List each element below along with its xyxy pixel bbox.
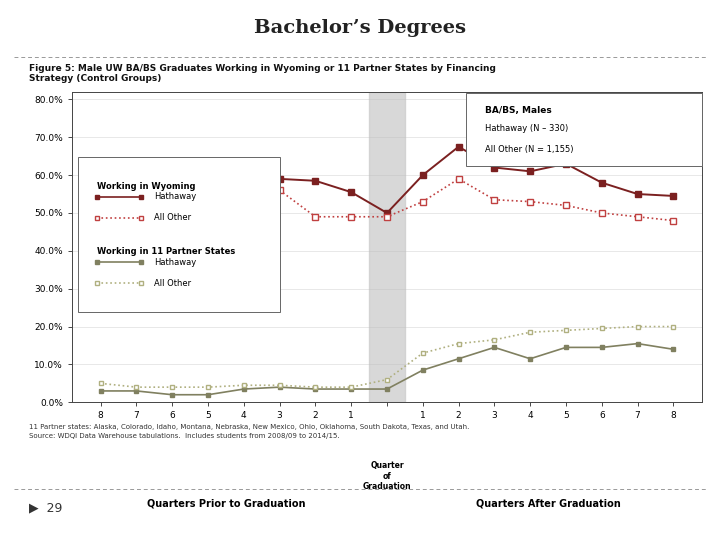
FancyBboxPatch shape xyxy=(466,93,702,166)
Text: All Other (N = 1,155): All Other (N = 1,155) xyxy=(485,145,573,153)
FancyBboxPatch shape xyxy=(78,157,280,312)
Text: Hathaway (N – 330): Hathaway (N – 330) xyxy=(485,124,568,133)
Text: Quarters Prior to Graduation: Quarters Prior to Graduation xyxy=(147,498,305,509)
Text: Working in Wyoming: Working in Wyoming xyxy=(97,182,196,191)
Text: Hathaway: Hathaway xyxy=(154,192,196,201)
Text: ▶  29: ▶ 29 xyxy=(29,501,62,514)
Text: Figure 5: Male UW BA/BS Graduates Working in Wyoming or 11 Partner States by Fin: Figure 5: Male UW BA/BS Graduates Workin… xyxy=(29,64,495,83)
Text: All Other: All Other xyxy=(154,213,191,222)
Text: Source: WDQI Data Warehouse tabulations.  Includes students from 2008/09 to 2014: Source: WDQI Data Warehouse tabulations.… xyxy=(29,433,339,439)
Text: Quarter
of
Graduation: Quarter of Graduation xyxy=(363,461,411,491)
Text: Bachelor’s Degrees: Bachelor’s Degrees xyxy=(254,19,466,37)
Bar xyxy=(369,92,405,402)
Text: All Other: All Other xyxy=(154,279,191,288)
Text: Hathaway: Hathaway xyxy=(154,258,196,267)
Text: 11 Partner states: Alaska, Colorado, Idaho, Montana, Nebraska, New Mexico, Ohio,: 11 Partner states: Alaska, Colorado, Ida… xyxy=(29,424,469,430)
Text: BA/BS, Males: BA/BS, Males xyxy=(485,106,552,115)
Text: Working in 11 Partner States: Working in 11 Partner States xyxy=(97,247,235,256)
Text: Quarters After Graduation: Quarters After Graduation xyxy=(476,498,621,509)
